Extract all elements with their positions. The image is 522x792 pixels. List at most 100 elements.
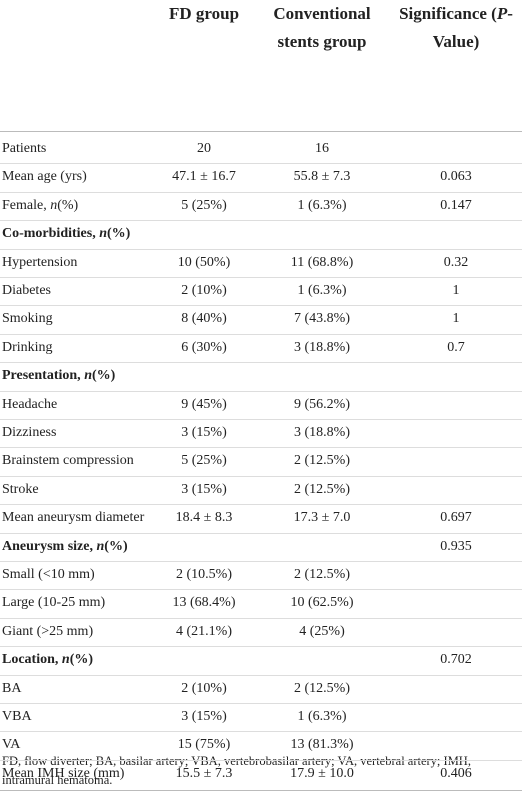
row-rule [0,362,522,364]
table-cell: 9 (56.2%) [294,396,350,412]
section-label: Presentation, n(%) [2,366,115,386]
text-part: Mean aneurysm diameter [2,510,145,526]
text-part: Smoking [2,311,53,327]
row-rule [0,191,522,193]
table-cell: 2 (12.5%) [294,680,350,696]
table-cell: 3 (18.8%) [294,425,350,440]
table-cell: 3 (18.8%) [294,339,350,355]
text-part: Headache [2,396,58,412]
row-label: Female, n(%) [2,196,78,216]
table-cell: 10 (50%) [177,254,231,270]
table-cell: 15.5 ± 7.3 [175,765,233,781]
row-rule [0,589,522,591]
row-rule [0,617,522,619]
table-cell: 1 (6.3%) [297,283,347,298]
text-part: (%) [69,652,94,668]
table-cell: 4 (21.1%) [176,623,232,639]
section-label: Location, n(%) [2,650,93,670]
row-rule [0,419,522,420]
table-cell: 0.32 [443,254,469,270]
row-label: VA [2,735,20,755]
row-rule [0,532,522,534]
table-cell: 13 (81.3%) [290,737,354,753]
table-cell: 3 (15%) [181,425,227,440]
text-part: Patients [2,141,47,156]
text-part: Stroke [2,481,39,497]
table-cell: 2 (10%) [181,680,227,696]
row-label: Hypertension [2,253,77,273]
row-rule [0,504,522,506]
text-part: (%) [57,197,79,213]
table-cell: 1 (6.3%) [297,197,347,213]
italic-text: n [99,226,108,242]
row-label: Headache [2,395,57,415]
column-header: FD group [150,0,258,28]
table-cell: 6 (30%) [181,339,227,355]
footnote: FD, flow diverter; BA, basilar artery; V… [2,754,471,787]
text-part: Mean IMH size (mm) [2,765,125,781]
table-cell: 2 (12.5%) [294,453,350,469]
table-cell: 47.1 ± 16.7 [172,169,236,185]
text-part: Large (10-25 mm) [2,595,106,611]
table-cell: 0.702 [440,652,472,668]
row-rule [0,447,522,449]
table-cell: 7 (43.8%) [294,311,350,327]
table-cell: 1 [452,311,460,327]
table-cell: 5 (25%) [181,453,227,469]
italic-text: P [496,4,508,23]
italic-text: n [96,538,105,554]
text-part: VBA [2,709,32,724]
text-part: FD group [168,4,240,23]
bottom-rule [0,790,522,792]
text-part: Small (<10 mm) [2,567,95,582]
text-part: Female, [2,197,51,213]
row-label: Brainstem compression [2,451,134,471]
text-part: VA [2,737,21,753]
row-label: Mean aneurysm diameter [2,508,144,528]
column-header: Conventional stents group [258,0,386,56]
table-cell: 17.3 ± 7.0 [293,510,351,526]
row-rule [0,305,522,307]
text-part: (%) [91,368,116,384]
table-cell: 2 (12.5%) [294,567,350,582]
row-rule [0,475,522,477]
column-header: Significance (P-Value) [390,0,522,56]
text-part: BA [2,680,22,696]
text-part: Aneurysm size, [2,538,97,554]
row-rule [0,390,522,392]
row-label: Mean age (yrs) [2,167,87,187]
text-part: Significance ( [399,4,497,23]
text-part: Giant (>25 mm) [2,623,94,639]
text-part: Dizziness [2,425,57,440]
table-cell: 0.147 [440,197,472,213]
row-label: Mean IMH size (mm) [2,764,124,784]
row-rule [0,277,522,278]
row-label: BA [2,679,21,699]
row-label: Patients [2,139,46,159]
table-cell: 0.063 [440,169,472,185]
row-rule [0,333,522,335]
table-cell: 13 (68.4%) [172,595,236,611]
text-part: Presentation, [2,368,85,384]
table-cell: 8 (40%) [181,311,227,327]
row-label: VBA [2,707,32,727]
text-part: Diabetes [2,283,51,298]
table-cell: 3 (15%) [181,481,227,497]
italic-text: n [50,197,58,213]
table-cell: 2 (10%) [181,283,227,298]
row-rule [0,646,522,648]
row-label: Stroke [2,480,39,500]
table-cell: 16 [315,141,329,156]
italic-text: n [61,652,70,668]
table-cell: 9 (45%) [181,396,227,412]
table-cell: 1 [452,283,460,298]
text-part: (%) [104,538,128,554]
table-cell: 3 (15%) [181,709,227,724]
header-rule [0,131,522,132]
row-label: Diabetes [2,281,51,301]
text-part: Mean age (yrs) [2,169,87,185]
row-label: Small (<10 mm) [2,565,95,585]
table-cell: 0.697 [440,510,472,526]
row-rule [0,561,522,562]
